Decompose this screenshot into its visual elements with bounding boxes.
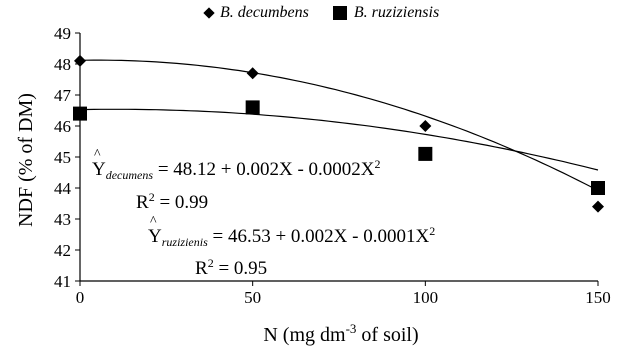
equation-ruziziensis: Yruzizienis = 46.53 + 0.002X - 0.0001X2 (148, 215, 435, 248)
data-point-decumbens (419, 120, 432, 132)
y-tick-label: 44 (54, 179, 72, 198)
x-tick-label: 50 (244, 288, 261, 307)
x-tick-label: 150 (585, 288, 611, 307)
y-tick-label: 49 (54, 24, 71, 43)
data-point-ruziziensis (591, 181, 605, 195)
axes: 41 42 43 44 45 46 47 48 49 0 50 100 150 (54, 24, 611, 307)
y-tick-label: 46 (54, 117, 71, 136)
x-tick-label: 0 (76, 288, 85, 307)
data-point-decumbens (74, 54, 86, 67)
y-tick-label: 48 (54, 55, 71, 74)
data-point-ruziziensis (73, 106, 87, 121)
legend-item-decumbens: B. decumbens (203, 4, 309, 22)
data-points (73, 54, 605, 213)
trend-curve-1 (79, 59, 599, 192)
x-axis-label: N (mg dm-3 of soil) (263, 321, 418, 346)
y-tick-label: 45 (54, 148, 71, 167)
y-axis-label: NDF (% of DM) (15, 93, 37, 227)
legend-label-decumbens: B. decumbens (220, 4, 309, 21)
y-tick-label: 43 (54, 210, 71, 229)
x-tick-label: 100 (413, 288, 439, 307)
legend-item-ruziziensis: B. ruziziensis (332, 4, 440, 22)
equation-decumbens: Ydecumens = 48.12 + 0.002X - 0.0002X2 (92, 148, 381, 181)
y-tick-label: 42 (54, 241, 71, 260)
legend-label-ruziziensis: B. ruziziensis (353, 4, 440, 21)
data-point-ruziziensis (245, 100, 260, 115)
data-point-decumbens (246, 67, 259, 80)
data-point-decumbens (592, 200, 604, 213)
trend-curve-2 (79, 108, 599, 171)
trend-curves (79, 59, 599, 192)
legend: B. decumbens B. ruziziensis (203, 4, 463, 22)
diamond-marker-icon (203, 7, 215, 19)
y-tick-label: 47 (54, 86, 72, 105)
square-marker-icon (332, 6, 347, 20)
y-tick-label: 41 (54, 272, 71, 291)
r-squared-ruziziensis: R2 = 0.95 (195, 256, 268, 279)
data-point-ruziziensis (418, 146, 433, 161)
r-squared-decumbens: R2 = 0.99 (136, 190, 209, 213)
